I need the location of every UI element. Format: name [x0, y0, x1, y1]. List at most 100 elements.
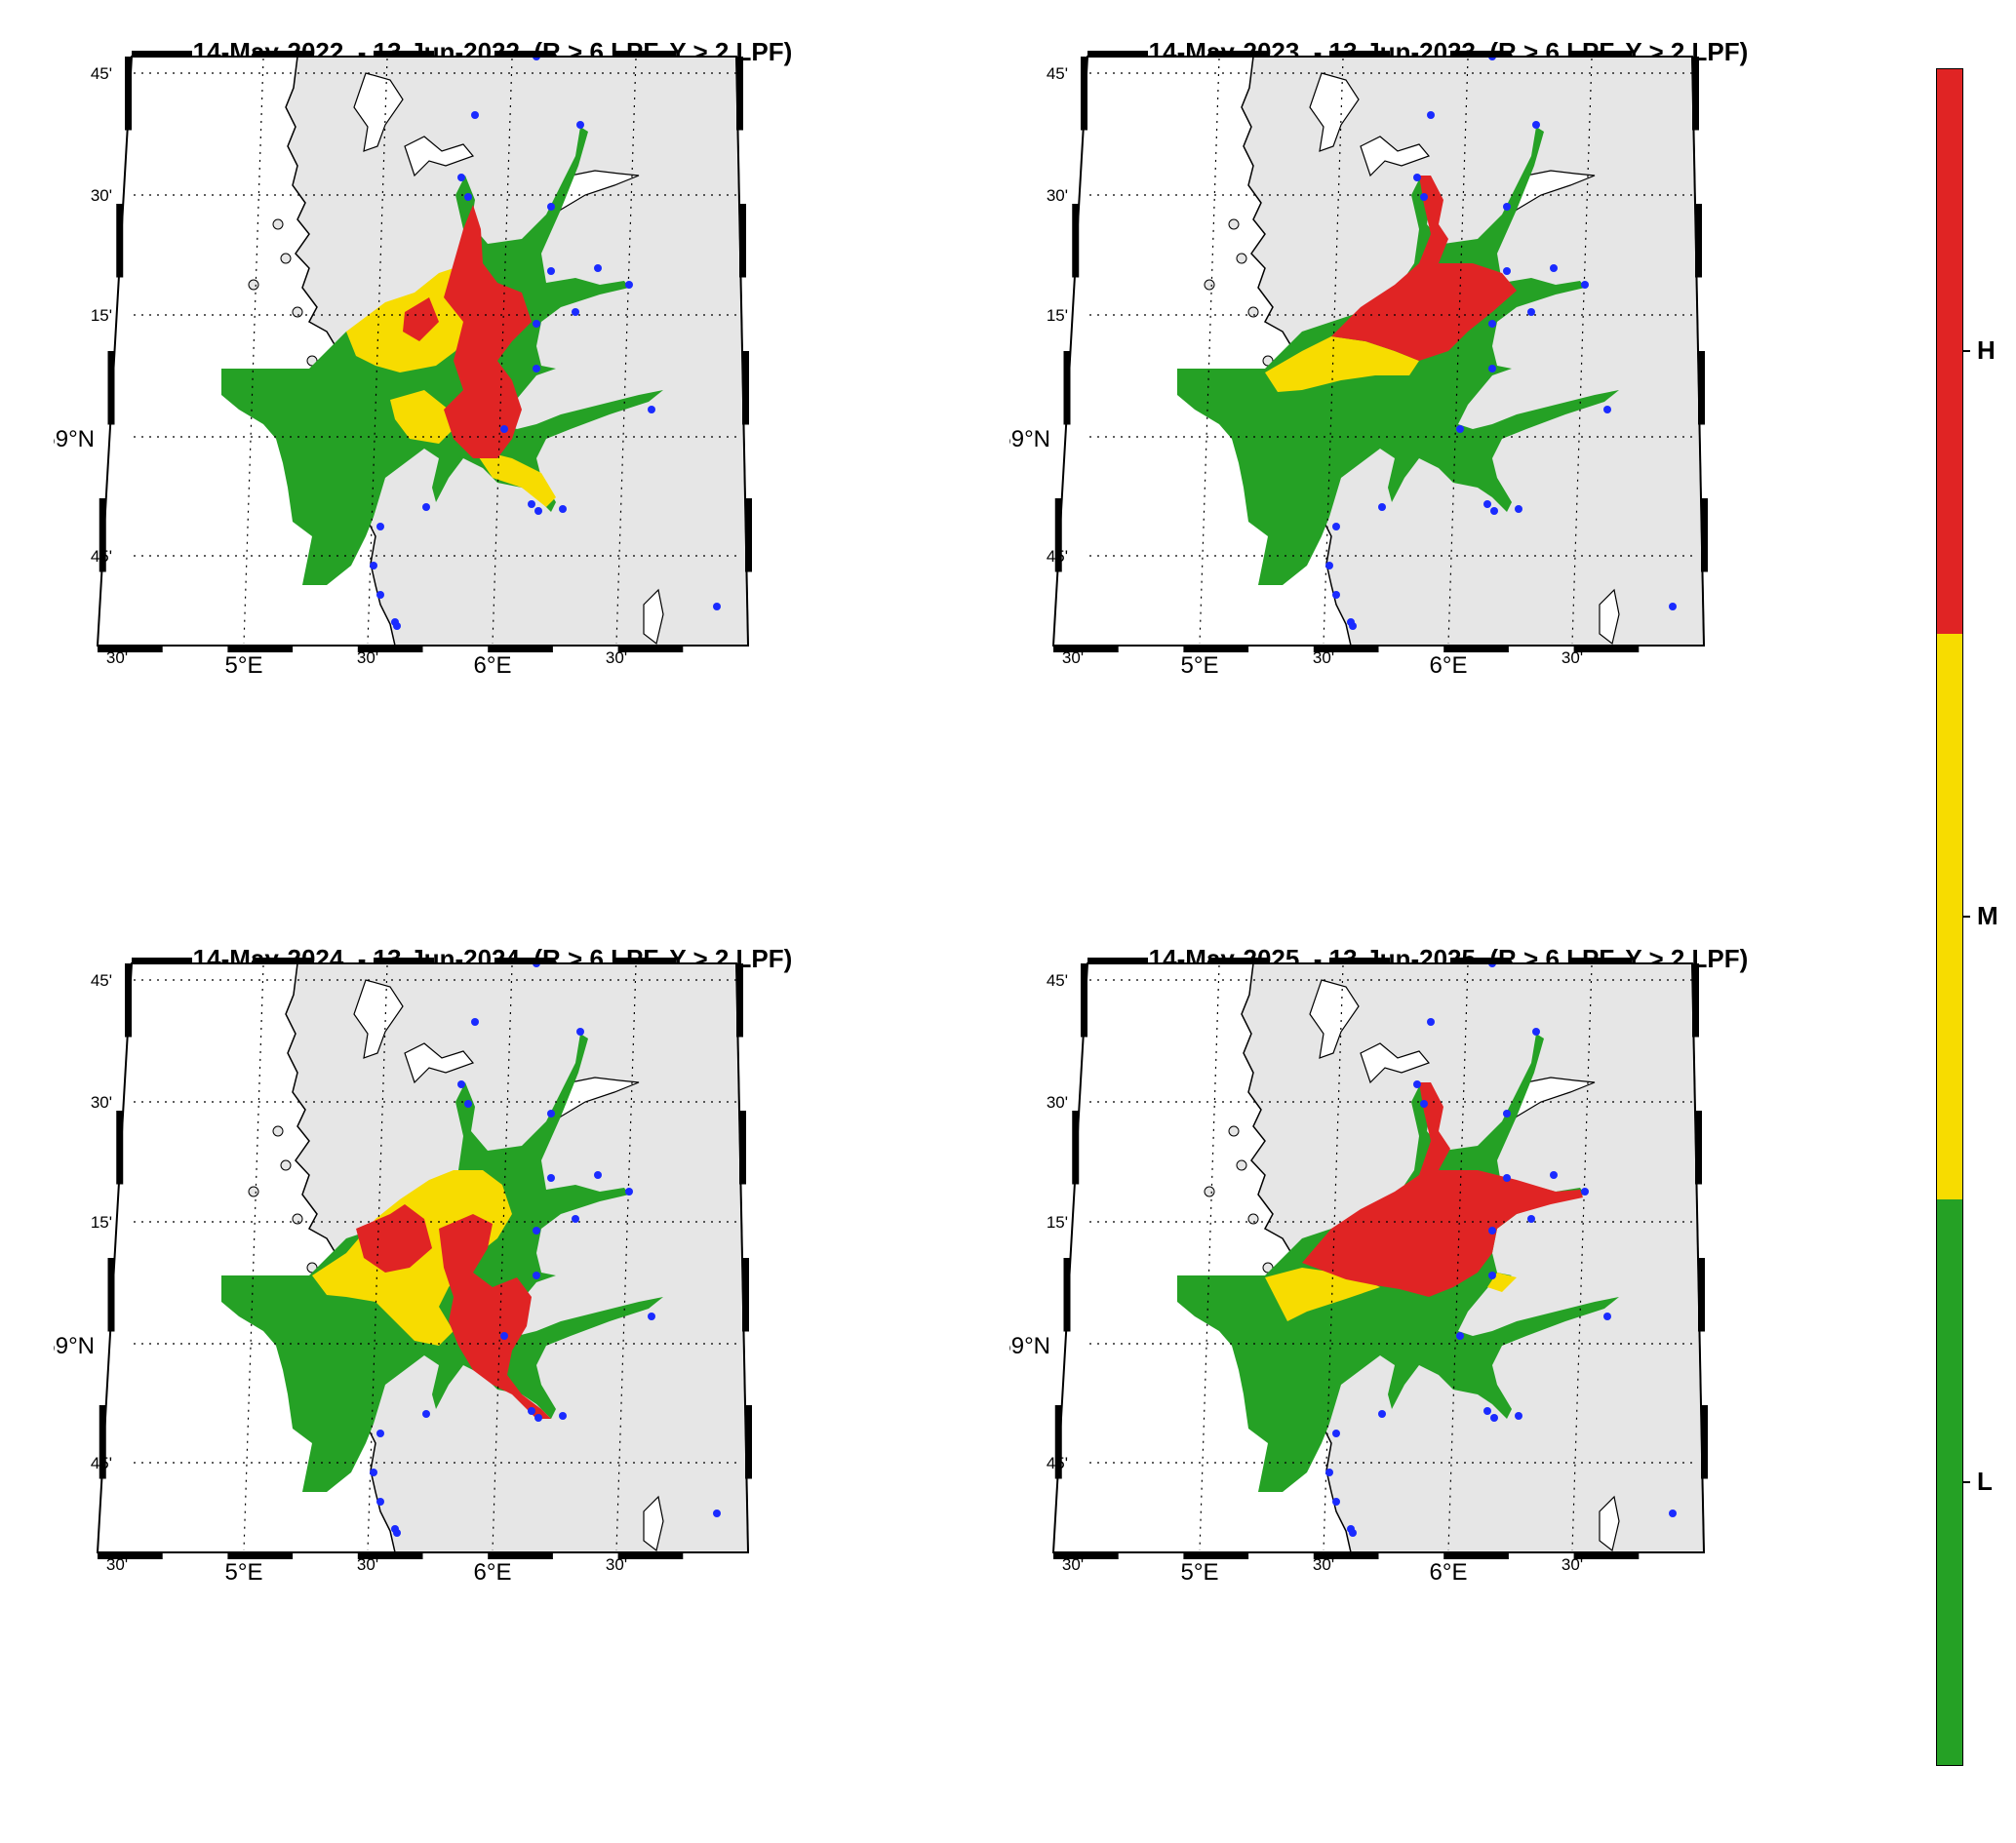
high-risk-area: [1331, 176, 1517, 361]
station-marker: [547, 1110, 555, 1118]
station-marker: [1532, 121, 1540, 129]
colorbar-label-medium: M: [1977, 901, 1998, 930]
station-marker: [457, 1080, 465, 1088]
station-marker: [1503, 1174, 1511, 1182]
map-canvas: 45' 30' 15' 59°N 45' 30' 5°E 30' 6°E 30': [1009, 958, 1708, 1586]
station-marker: [1427, 111, 1435, 119]
fjord-inlet: [1599, 588, 1620, 646]
frame-bar: [615, 51, 676, 57]
island: [292, 1213, 303, 1225]
frame-bar: [98, 1552, 163, 1559]
frame-bar: [1443, 646, 1509, 652]
fjord-inlet: [353, 72, 404, 152]
frame-bar: [1698, 1258, 1705, 1332]
lat-tick-label: 59°N: [1009, 426, 1050, 452]
fjord-inlet: [1360, 136, 1431, 177]
fjord-inlet: [1599, 1495, 1620, 1552]
station-marker: [576, 1028, 584, 1036]
frame-bar: [125, 57, 132, 131]
station-marker: [559, 1412, 567, 1420]
frame-bar: [1695, 1111, 1702, 1185]
frame-bar: [1208, 958, 1269, 963]
frame-bar: [739, 1111, 746, 1185]
station-marker: [1603, 406, 1611, 413]
lat-tick-label: 30': [91, 186, 112, 205]
station-marker: [1413, 1080, 1421, 1088]
lon-tick-label: 30': [357, 648, 378, 667]
lon-tick-label: 30': [606, 1555, 627, 1574]
station-marker: [533, 1272, 540, 1279]
frame-bar: [1208, 51, 1269, 57]
lon-tick-label: 6°E: [1430, 1559, 1468, 1586]
station-marker: [547, 1174, 555, 1182]
frame-bar: [107, 351, 115, 425]
station-marker: [422, 1410, 430, 1418]
station-marker: [422, 503, 430, 511]
frame-bar: [125, 963, 132, 1038]
frame-bar: [357, 1552, 423, 1559]
island: [280, 253, 292, 264]
colorbar-high-segment: [1936, 68, 1963, 635]
frame-bar: [1450, 958, 1511, 963]
frame-bar: [1695, 204, 1702, 278]
lat-tick-label: 15': [1047, 1213, 1068, 1232]
medium-risk-area: [390, 390, 454, 444]
station-marker: [1325, 1469, 1333, 1476]
lon-tick-label: 6°E: [474, 1559, 512, 1586]
station-marker: [1483, 1407, 1491, 1415]
lon-tick-label: 30': [1561, 648, 1583, 667]
station-marker: [1669, 603, 1677, 610]
high-risk-area: [439, 1214, 551, 1419]
lon-tick-label: 6°E: [1430, 652, 1468, 679]
station-marker: [1503, 267, 1511, 275]
frame-bar: [736, 57, 743, 131]
lon-tick-label: 30': [1313, 1555, 1334, 1574]
lon-tick-label: 30': [1313, 648, 1334, 667]
station-marker: [1503, 1110, 1511, 1118]
colorbar-low-segment: [1936, 1199, 1963, 1766]
lat-tick-label: 30': [91, 1093, 112, 1112]
frame-bar: [488, 1552, 553, 1559]
colorbar: H M L: [1936, 68, 2014, 1766]
station-marker: [559, 505, 567, 513]
frame-bar: [1692, 963, 1699, 1038]
station-marker: [572, 1215, 579, 1223]
island: [1247, 1213, 1259, 1225]
station-marker: [713, 603, 721, 610]
island: [1228, 1125, 1240, 1137]
frame-bar: [374, 51, 434, 57]
station-marker: [471, 111, 479, 119]
map-panel-2022: 14-May-2022 - 13-Jun-2022 (R > 6 LPF, Y …: [54, 29, 966, 887]
lon-tick-label: 30': [606, 648, 627, 667]
station-marker: [1332, 1498, 1340, 1506]
station-marker: [1550, 264, 1558, 272]
lon-tick-label: 5°E: [225, 652, 263, 679]
station-marker: [376, 1498, 384, 1506]
frame-bar: [745, 1405, 752, 1479]
high-risk-area: [356, 1204, 432, 1273]
island: [292, 306, 303, 318]
colorbar-label-high: H: [1977, 335, 1996, 365]
station-marker: [1581, 1188, 1589, 1196]
station-marker: [1456, 1332, 1464, 1340]
frame-bar: [742, 1258, 749, 1332]
station-marker: [594, 1171, 602, 1179]
island: [272, 1125, 284, 1137]
frame-bar: [227, 1552, 294, 1559]
frame-bar: [1313, 646, 1379, 652]
frame-bar: [116, 1111, 124, 1185]
station-marker: [1550, 1171, 1558, 1179]
station-marker: [648, 406, 655, 413]
lon-tick-label: 30': [1561, 1555, 1583, 1574]
frame-bar: [357, 646, 423, 652]
frame-bar: [99, 1405, 106, 1479]
frame-bar: [253, 51, 313, 57]
station-marker: [370, 1469, 377, 1476]
frame-bar: [99, 498, 106, 572]
frame-bar: [488, 646, 553, 652]
map-canvas: 45' 30' 15' 59°N 45' 30' 5°E 30' 6°E 30': [1009, 51, 1708, 679]
frame-bar: [1571, 958, 1632, 963]
frame-bar: [1053, 646, 1119, 652]
frame-bar: [1087, 958, 1148, 963]
fjord-inlet: [1360, 1042, 1431, 1084]
